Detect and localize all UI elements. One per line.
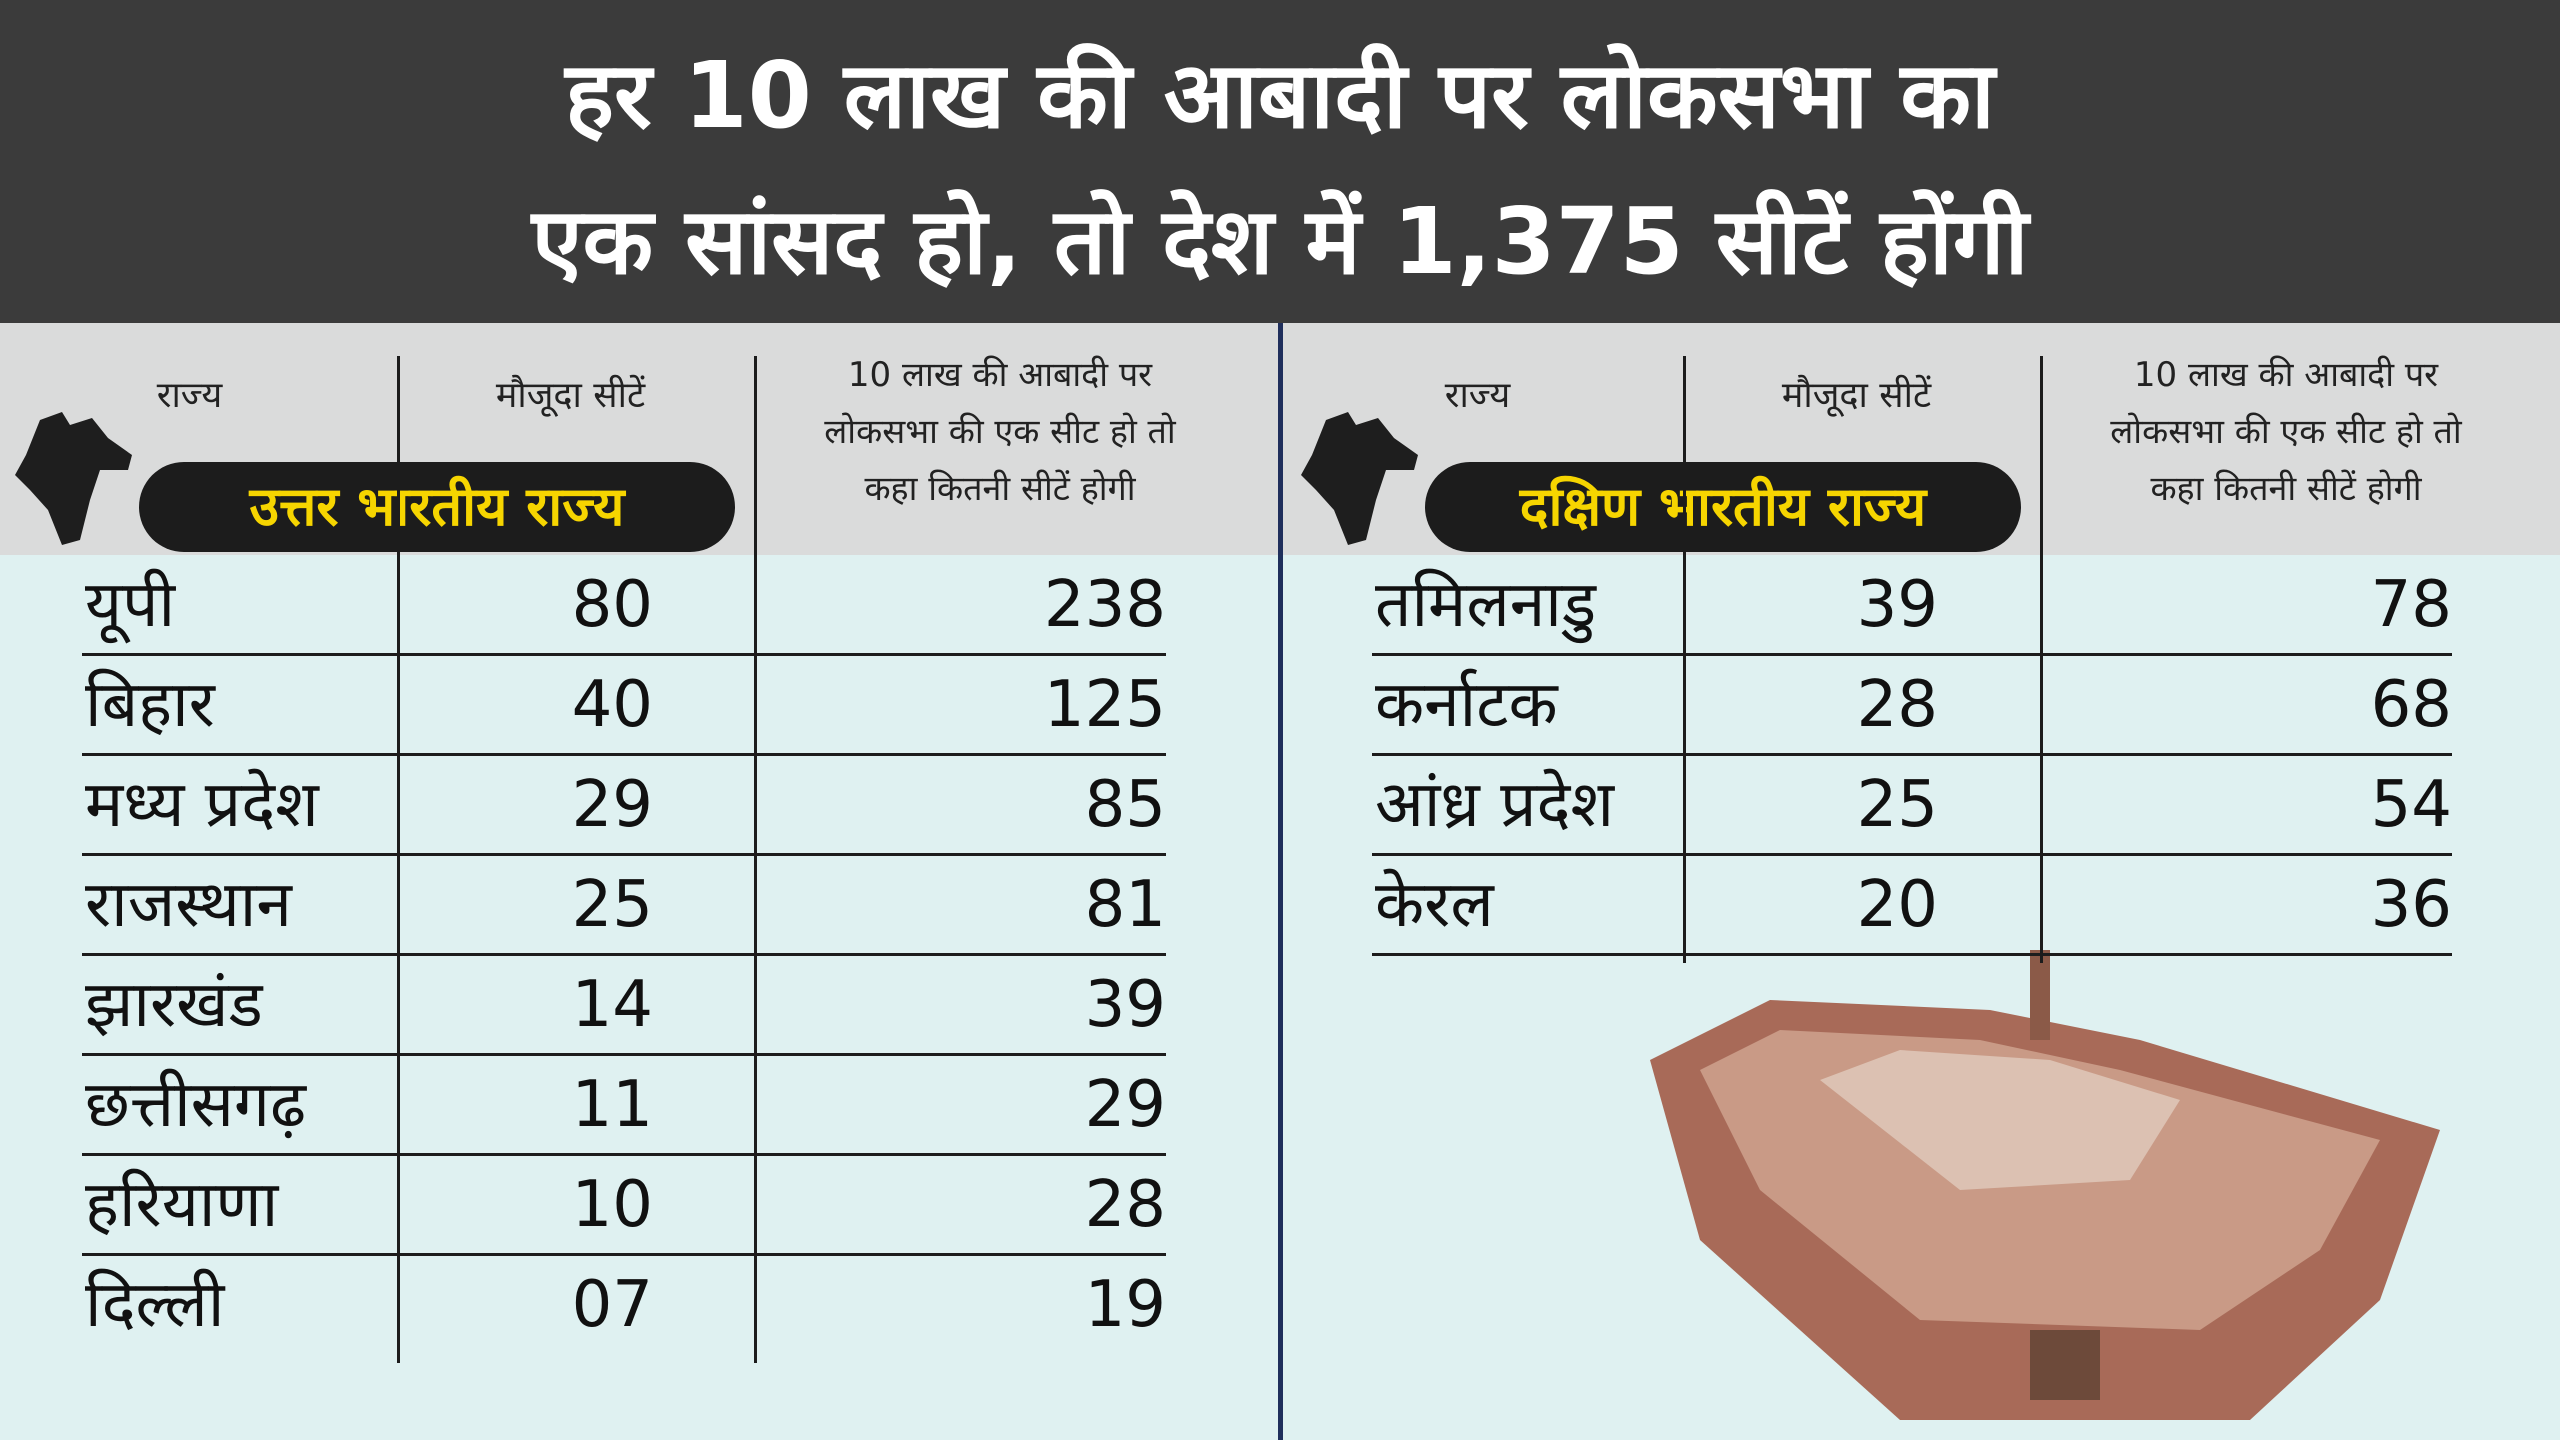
column-header: 10 लाख की आबादी पर — [2133, 355, 2439, 395]
projected-seats: 36 — [2370, 868, 2452, 942]
projected-seats: 29 — [1084, 1068, 1166, 1142]
parliament-building — [1650, 950, 2440, 1420]
title-line: हर 10 लाख की आबादी पर लोकसभा का — [565, 42, 1995, 149]
projected-seats: 68 — [2370, 668, 2452, 742]
projected-seats: 54 — [2370, 768, 2452, 842]
column-line — [1683, 356, 1686, 963]
current-seats: 39 — [1856, 568, 1938, 642]
row-line — [82, 1053, 1166, 1056]
column-header: राज्य — [156, 375, 223, 416]
state-name: आंध्र प्रदेश — [1375, 768, 1615, 842]
india-map — [15, 412, 1418, 545]
projected-seats: 125 — [1043, 668, 1166, 742]
state-name: तमिलनाडु — [1375, 568, 1597, 642]
row-line — [82, 853, 1166, 856]
column-header: कहा कितनी सीटें होगी — [864, 469, 1136, 509]
state-name: मध्य प्रदेश — [85, 768, 319, 842]
projected-seats: 238 — [1043, 568, 1166, 642]
row-line — [82, 1253, 1166, 1256]
current-seats: 10 — [571, 1168, 653, 1242]
column-header: लोकसभा की एक सीट हो तो — [2110, 412, 2462, 452]
current-seats: 20 — [1856, 868, 1938, 942]
row-line — [1372, 653, 2452, 656]
current-seats: 11 — [571, 1068, 653, 1142]
divider — [1278, 323, 1283, 1440]
state-name: राजस्थान — [85, 868, 292, 942]
current-seats: 28 — [1856, 668, 1938, 742]
current-seats: 25 — [1856, 768, 1938, 842]
row-line — [82, 753, 1166, 756]
state-name: हरियाणा — [85, 1168, 279, 1242]
projected-seats: 81 — [1084, 868, 1166, 942]
column-header: 10 लाख की आबादी पर — [847, 355, 1153, 395]
state-name: कर्नाटक — [1375, 668, 1558, 742]
column-header: मौजूदा सीटें — [495, 375, 646, 416]
state-name: झारखंड — [85, 968, 263, 1042]
projected-seats: 78 — [2370, 568, 2452, 642]
row-line — [1372, 953, 2452, 956]
title-bar — [0, 0, 2560, 323]
projected-seats: 39 — [1084, 968, 1166, 1042]
state-name: दिल्ली — [85, 1268, 225, 1342]
current-seats: 80 — [571, 568, 653, 642]
projected-seats: 19 — [1084, 1268, 1166, 1342]
projected-seats: 85 — [1084, 768, 1166, 842]
current-seats: 07 — [571, 1268, 653, 1342]
column-header: कहा कितनी सीटें होगी — [2150, 469, 2422, 509]
state-name: यूपी — [85, 568, 176, 642]
column-line — [2040, 356, 2043, 963]
row-line — [82, 653, 1166, 656]
column-line — [397, 356, 400, 1363]
projected-seats: 28 — [1084, 1168, 1166, 1242]
current-seats: 14 — [571, 968, 653, 1042]
state-name: केरल — [1375, 868, 1494, 942]
row-line — [1372, 753, 2452, 756]
state-name: बिहार — [85, 668, 215, 742]
current-seats: 29 — [571, 768, 653, 842]
column-header: लोकसभा की एक सीट हो तो — [824, 412, 1176, 452]
row-line — [82, 953, 1166, 956]
column-header: राज्य — [1444, 375, 1511, 416]
column-header: मौजूदा सीटें — [1781, 375, 1932, 416]
region-label: दक्षिण भारतीय राज्य — [1425, 462, 2021, 552]
row-line — [1372, 853, 2452, 856]
region-label: उत्तर भारतीय राज्य — [139, 462, 735, 552]
current-seats: 25 — [571, 868, 653, 942]
row-line — [82, 1153, 1166, 1156]
state-name: छत्तीसगढ़ — [85, 1068, 306, 1142]
current-seats: 40 — [571, 668, 653, 742]
title-line: एक सांसद हो, तो देश में 1,375 सीटें होंग… — [531, 188, 2029, 295]
column-line — [754, 356, 757, 1363]
